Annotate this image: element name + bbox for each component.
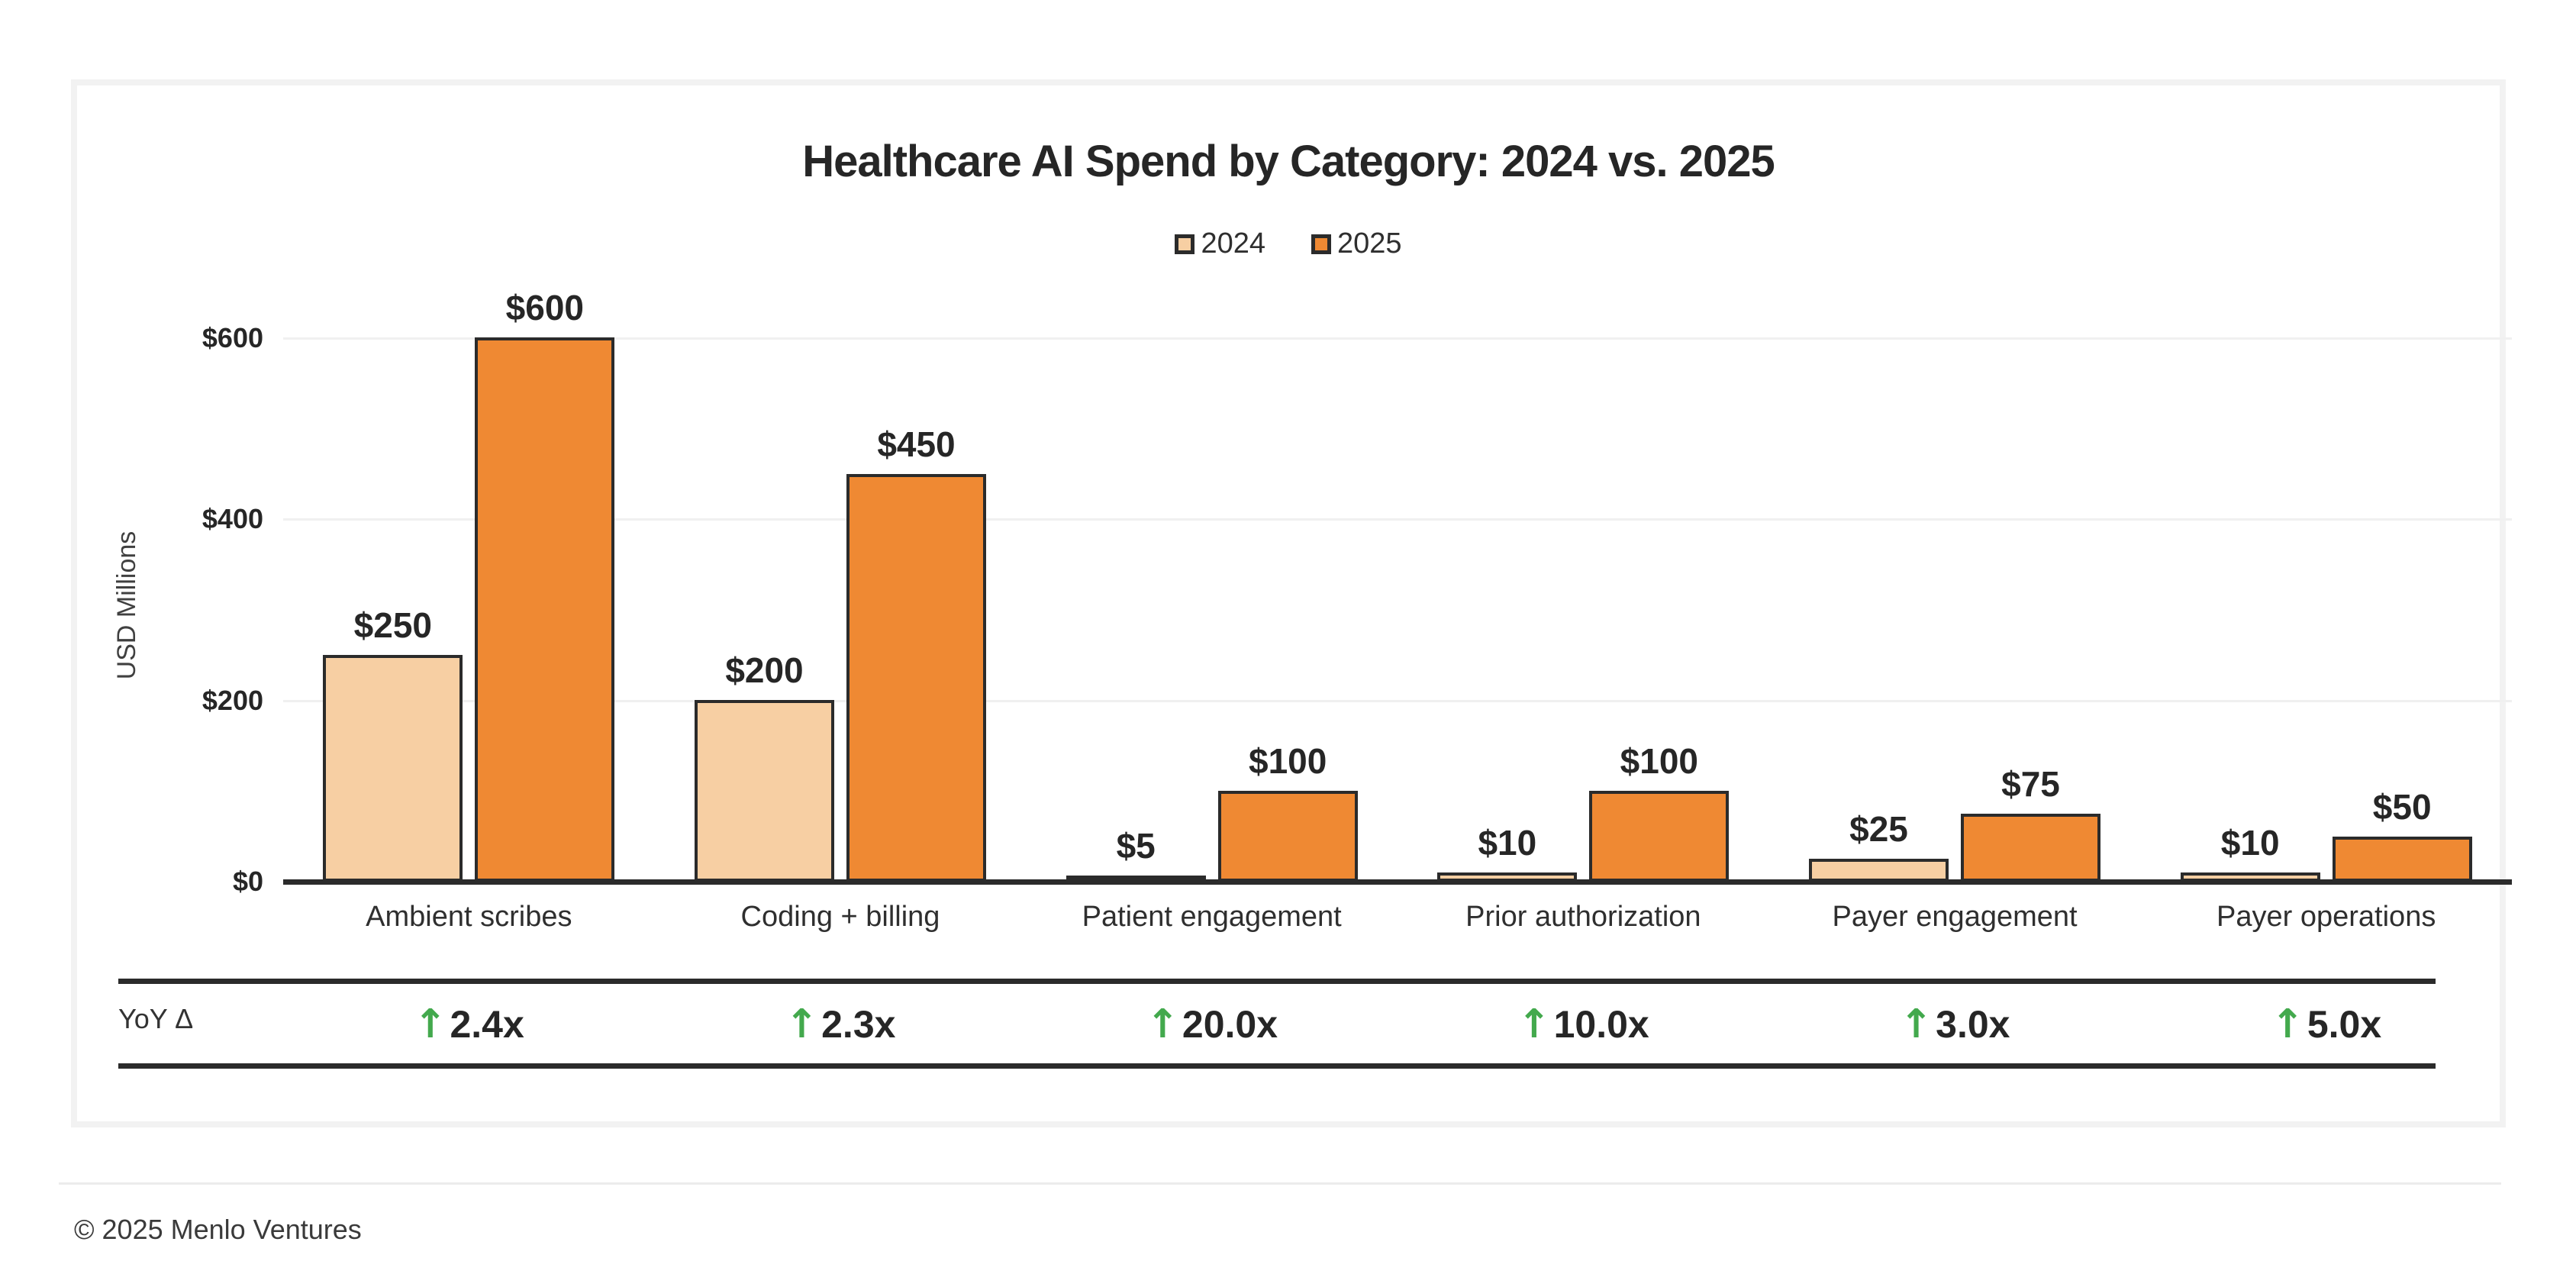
yoy-cell: ↑ 10.0x: [1398, 994, 1769, 1055]
bar-value-label: $100: [1248, 741, 1327, 781]
chart-title: Healthcare AI Spend by Category: 2024 vs…: [802, 137, 1775, 186]
bar-wrap: $75: [1960, 763, 2100, 882]
y-tick-$200: $200: [202, 684, 263, 716]
yoy-value: 5.0x: [2307, 1003, 2382, 1046]
up-arrow-icon: ↑: [413, 1001, 447, 1047]
yoy-cell: ↑ 2.3x: [655, 994, 1027, 1055]
bar-wrap: $200: [694, 650, 834, 882]
legend-label: 2024: [1201, 227, 1265, 260]
legend: 2024 2025: [77, 227, 2500, 260]
yoy-cell: ↑ 20.0x: [1026, 994, 1398, 1055]
x-axis-line: [283, 879, 2512, 885]
bar-value-label: $25: [1849, 809, 1908, 849]
category-label: Ambient scribes: [366, 901, 572, 933]
category-label: Coding + billing: [740, 901, 940, 933]
bar-2024: [1808, 859, 1949, 882]
bar-value-label: $50: [2372, 787, 2432, 827]
bar-value-label: $200: [725, 650, 804, 690]
bar-wrap: $10: [2180, 822, 2320, 882]
yoy-table-bottom-rule: [118, 1063, 2436, 1069]
category-label: Payer operations: [2217, 901, 2436, 933]
yoy-table-top-rule: [118, 979, 2436, 984]
legend-label: 2025: [1337, 227, 1402, 260]
legend-swatch-2024: [1175, 234, 1195, 254]
bar-2025: [1217, 791, 1358, 882]
chart-card: Healthcare AI Spend by Category: 2024 vs…: [71, 79, 2512, 1127]
copyright-text: © 2025 Menlo Ventures: [74, 1214, 362, 1245]
yoy-value: 10.0x: [1553, 1003, 1649, 1046]
yoy-cell: ↑ 2.4x: [283, 994, 655, 1055]
category-label: Payer engagement: [1832, 901, 2078, 933]
y-tick-$0: $0: [232, 866, 263, 897]
footer-divider: [59, 1182, 2501, 1185]
yoy-cell: ↑ 5.0x: [2140, 994, 2512, 1055]
up-arrow-icon: ↑: [1146, 1001, 1179, 1047]
bar-group-4: $10 $100: [1398, 271, 1769, 882]
bar-wrap: $450: [846, 424, 986, 882]
bar-2025: [1960, 814, 2100, 882]
bar-2025: [2332, 837, 2472, 882]
bar-wrap: $25: [1808, 808, 1949, 882]
legend-swatch-2025: [1311, 234, 1331, 254]
gridline-$400: [283, 518, 2512, 521]
gridline-$200: [283, 699, 2512, 702]
bar-group-2: $200 $450: [655, 271, 1027, 882]
bar-value-label: $100: [1620, 741, 1698, 781]
bar-2025: [1589, 791, 1730, 882]
y-tick-$600: $600: [202, 321, 263, 353]
bar-2025: [846, 474, 986, 882]
up-arrow-icon: ↑: [1517, 1001, 1551, 1047]
yoy-value: 2.3x: [821, 1003, 896, 1046]
plot-area: $0 $200 $400 $600 $250 $600 $200 $450 $5 $100 $10 $…: [77, 85, 2512, 1121]
bar-wrap: $250: [323, 605, 463, 882]
yoy-row-label: YoY Δ: [118, 1003, 194, 1034]
yoy-cell: ↑ 3.0x: [1769, 994, 2141, 1055]
bar-2025: [475, 337, 615, 882]
yoy-value: 3.0x: [1936, 1003, 2010, 1046]
bar-wrap: $50: [2332, 786, 2472, 882]
bar-value-label: $5: [1116, 826, 1156, 866]
y-tick-$400: $400: [202, 503, 263, 534]
bar-wrap: $100: [1217, 740, 1358, 882]
bar-wrap: $600: [475, 287, 615, 882]
bar-group-3: $5 $100: [1026, 271, 1398, 882]
category-label: Patient engagement: [1082, 901, 1342, 933]
bar-2024: [694, 700, 834, 882]
bar-value-label: $250: [353, 605, 432, 645]
bar-value-label: $450: [877, 424, 956, 464]
bar-value-label: $600: [505, 288, 584, 327]
bar-wrap: $5: [1066, 825, 1206, 882]
bar-group-1: $250 $600: [283, 271, 655, 882]
category-axis: Ambient scribes Coding + billing Patient e…: [283, 901, 2512, 934]
bar-value-label: $75: [2001, 764, 2060, 804]
bar-2024: [323, 655, 463, 882]
legend-item-2024: 2024: [1175, 227, 1265, 260]
bar-wrap: $10: [1437, 822, 1578, 882]
bar-wrap: $100: [1589, 740, 1730, 882]
yoy-value: 20.0x: [1182, 1003, 1278, 1046]
up-arrow-icon: ↑: [785, 1001, 819, 1047]
bar-value-label: $10: [2220, 823, 2280, 863]
up-arrow-icon: ↑: [1899, 1001, 1933, 1047]
chart-canvas: Healthcare AI Spend by Category: 2024 vs…: [77, 85, 2512, 1121]
up-arrow-icon: ↑: [2271, 1001, 2304, 1047]
bar-group-6: $10 $50: [2140, 271, 2512, 882]
gridline-$600: [283, 337, 2512, 340]
category-label: Prior authorization: [1465, 901, 1701, 933]
bar-group-5: $25 $75: [1769, 271, 2141, 882]
bar-value-label: $10: [1478, 823, 1537, 863]
legend-item-2025: 2025: [1311, 227, 1402, 260]
yoy-row: ↑ 2.4x ↑ 2.3x ↑ 20.0x ↑ 10.0x ↑ 3.0x ↑ 5.0x: [283, 994, 2512, 1055]
yoy-value: 2.4x: [450, 1003, 524, 1046]
